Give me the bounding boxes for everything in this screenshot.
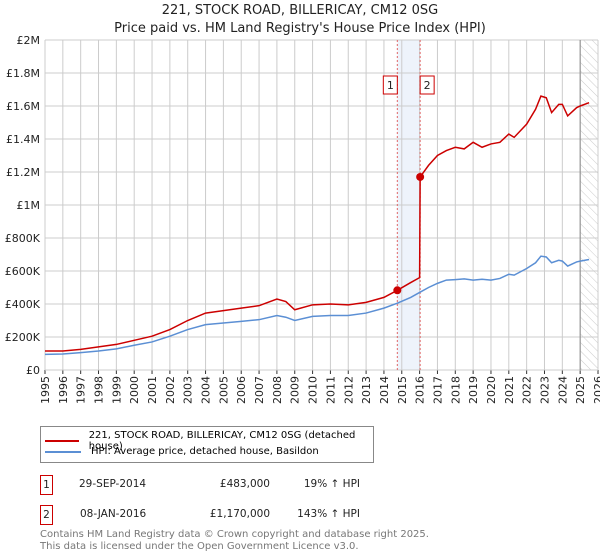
y-tick-label: £1.8M [6,67,40,80]
x-tick-label: 2005 [217,376,230,404]
x-tick-label: 2026 [592,376,600,404]
y-tick-label: £1M [17,199,41,212]
x-tick-label: 1995 [39,376,52,404]
x-tick-label: 1996 [57,376,70,404]
sale-hpi: 19% ↑ HPI [303,478,360,490]
x-tick-label: 2023 [538,376,551,404]
sale-row: 1 29-SEP-2014 £483,000 19% ↑ HPI [40,475,440,495]
x-tick-label: 2020 [485,376,498,404]
legend-swatch [45,440,79,442]
sale-price: £483,000 [219,478,270,490]
x-tick-label: 2011 [324,376,337,404]
sale-row: 2 08-JAN-2016 £1,170,000 143% ↑ HPI [40,505,440,525]
legend-swatch [45,450,81,453]
y-tick-label: £2M [17,34,41,47]
sale-date: 29-SEP-2014 [79,478,147,490]
sale-label: 2 [424,79,431,92]
legend-label: HPI: Average price, detached house, Basi… [91,446,319,457]
x-tick-label: 2025 [574,376,587,404]
x-tick-label: 2003 [182,376,195,404]
x-tick-label: 1997 [75,376,88,404]
x-tick-label: 2024 [556,376,569,404]
footer: Contains HM Land Registry data © Crown c… [40,529,429,553]
x-tick-label: 2006 [235,376,248,404]
footer-line: Contains HM Land Registry data © Crown c… [40,529,429,540]
chart-subtitle: Price paid vs. HM Land Registry's House … [114,21,486,36]
x-tick-label: 2017 [431,376,444,404]
x-tick-label: 2022 [521,376,534,404]
y-tick-label: £1.4M [6,133,40,146]
x-tick-label: 2000 [128,376,141,404]
sale-label-box [419,75,435,95]
y-tick-label: £600K [5,265,41,278]
legend: 221, STOCK ROAD, BILLERICAY, CM12 0SG (d… [40,426,374,463]
x-tick-label: 2012 [342,376,355,404]
x-tick-label: 2016 [414,376,427,404]
x-tick-label: 2013 [360,376,373,404]
x-tick-label: 2019 [467,376,480,404]
x-tick-label: 2008 [271,376,284,404]
y-tick-label: £400K [5,298,41,311]
y-tick-label: £0 [26,364,40,377]
x-tick-label: 2007 [253,376,266,404]
x-tick-label: 2021 [503,376,516,404]
sale-date: 08-JAN-2016 [80,508,147,520]
series-line-hpi [44,255,590,356]
legend-item-hpi: HPI: Average price, detached house, Basi… [45,446,319,457]
sale-point [393,286,402,295]
x-tick-label: 2015 [396,376,409,404]
footer-line: This data is licensed under the Open Gov… [40,541,359,552]
x-tick-label: 2009 [289,376,302,404]
sale-label-box [382,75,398,95]
y-tick-label: £800K [5,232,41,245]
sale-badge: 1 [40,475,53,495]
x-tick-label: 2001 [146,376,159,404]
x-tick-label: 2004 [200,376,213,404]
legend-item-property: 221, STOCK ROAD, BILLERICAY, CM12 0SG (d… [45,430,373,452]
sale-hpi: 143% ↑ HPI [297,508,360,520]
x-tick-label: 2002 [164,376,177,404]
y-tick-label: £1.6M [6,100,40,113]
x-tick-label: 1998 [93,376,106,404]
sale-label: 1 [387,79,394,92]
x-tick-label: 1999 [110,376,123,404]
x-tick-label: 2010 [307,376,320,404]
sale-badge: 2 [40,505,53,525]
plot-area: 1995 1996 1997 1998 1999 2000 2001 2002 2003 2004… [5,34,600,404]
x-tick-label: 2018 [449,376,462,404]
x-tick-label: 2014 [378,376,391,404]
sale-price: £1,170,000 [209,508,270,520]
series-line-property [45,95,590,352]
y-tick-label: £200K [5,331,41,344]
legend-label: 221, STOCK ROAD, BILLERICAY, CM12 0SG (d… [88,430,356,452]
y-tick-label: £1.2M [6,166,40,179]
chart-title: 221, STOCK ROAD, BILLERICAY, CM12 0SG [161,3,439,18]
sale-point [416,172,425,181]
